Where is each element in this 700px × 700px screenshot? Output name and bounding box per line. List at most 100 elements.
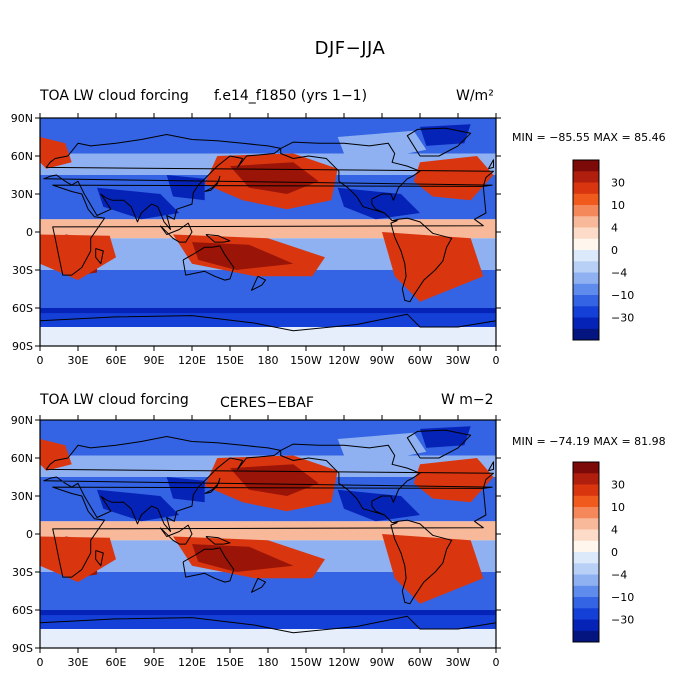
colorbar-label: 10 — [611, 501, 625, 514]
panel2-max-value: 81.98 — [634, 435, 666, 448]
colorbar-label: −4 — [611, 569, 627, 582]
lon-tick-label: 120W — [328, 354, 360, 367]
coastline — [43, 436, 494, 532]
lat-tick-label: 0 — [26, 528, 33, 541]
coastline — [159, 222, 193, 243]
colorbar-box — [573, 473, 599, 485]
field-patch — [420, 426, 471, 448]
panel1-map — [39, 118, 497, 346]
field-patch — [40, 439, 72, 471]
panel2-min-label: MIN = — [512, 435, 546, 448]
field-patch — [337, 187, 420, 220]
lon-tick-label: 60W — [408, 354, 433, 367]
panel1-units: W/m² — [456, 88, 494, 104]
coastline — [251, 577, 266, 593]
panel2-min-max: MIN = −74.19 MAX = 81.98 — [512, 435, 666, 448]
lat-tick-label: 90S — [12, 340, 33, 353]
lon-tick-label: 90W — [370, 656, 395, 669]
lon-tick-label: 150W — [290, 656, 322, 669]
colorbar-label: 30 — [611, 479, 625, 492]
coastline — [205, 234, 231, 243]
field-band — [40, 629, 496, 648]
lon-tick-label: 30E — [68, 354, 89, 367]
colorbar-frame — [572, 159, 600, 341]
colorbar-label: 0 — [611, 244, 618, 257]
colorbar-box — [573, 462, 599, 474]
colorbar-box — [573, 216, 599, 228]
lon-tick-label: 180 — [258, 656, 279, 669]
coastline — [406, 429, 472, 459]
coastline — [251, 275, 266, 291]
field-band — [40, 219, 496, 239]
coastline — [487, 461, 494, 472]
field-patch — [337, 489, 420, 522]
coastline — [182, 547, 235, 583]
field-patch — [97, 489, 180, 522]
panel1-min-label: MIN = — [512, 131, 546, 144]
lat-tick-label: 90N — [11, 414, 33, 427]
colorbar-box — [573, 328, 599, 341]
lon-tick-label: 150E — [216, 656, 244, 669]
coastline — [204, 477, 221, 494]
lon-tick-label: 60E — [106, 656, 127, 669]
lat-tick-label: 90S — [12, 642, 33, 655]
coastline — [95, 248, 104, 265]
field-patch — [413, 458, 494, 503]
lon-tick-label: 90E — [144, 354, 165, 367]
figure-title: DJF−JJA — [314, 38, 386, 59]
colorbar-box — [573, 283, 599, 296]
colorbar-box — [573, 295, 599, 307]
lon-tick-label: 0 — [493, 656, 500, 669]
field-patch — [420, 124, 471, 146]
lon-tick-label: 0 — [493, 354, 500, 367]
lat-tick-label: 30N — [11, 188, 33, 201]
panel2-center-title: CERES−EBAF — [220, 395, 314, 411]
lon-tick-label: 120W — [328, 656, 360, 669]
colorbar-box — [573, 630, 599, 643]
colorbar-box — [573, 160, 599, 172]
field-patch — [413, 156, 494, 201]
panel2-units: W m−2 — [441, 392, 494, 408]
field-patch — [97, 187, 180, 220]
lat-tick-label: 60S — [12, 302, 33, 315]
panel1-min-value: −85.55 — [549, 131, 590, 144]
field-patch — [40, 308, 496, 314]
field-patch — [192, 242, 294, 270]
lon-tick-label: 30W — [446, 354, 471, 367]
field-patch — [40, 137, 72, 169]
lat-tick-label: 30N — [11, 490, 33, 503]
lon-tick-label: 90W — [370, 354, 395, 367]
lon-tick-label: 60W — [408, 656, 433, 669]
panel2-map — [39, 420, 497, 648]
colorbar-box — [573, 272, 599, 285]
colorbar-label: 0 — [611, 546, 618, 559]
colorbar-box — [573, 585, 599, 598]
colorbar-label: 10 — [611, 199, 625, 212]
field-band — [40, 521, 496, 541]
colorbar-box — [573, 205, 599, 217]
coastline — [43, 134, 494, 230]
colorbar-box — [573, 193, 599, 206]
lon-tick-label: 120E — [178, 354, 206, 367]
lon-tick-label: 60E — [106, 354, 127, 367]
colorbar-box — [573, 306, 599, 318]
colorbar-label: 30 — [611, 177, 625, 190]
field-patch — [382, 534, 484, 604]
colorbar-label: 4 — [611, 222, 618, 235]
lon-tick-label: 150E — [216, 354, 244, 367]
lon-tick-label: 0 — [37, 354, 44, 367]
lat-tick-label: 30S — [12, 264, 33, 277]
colorbar-box — [573, 540, 599, 553]
panel2-max-label: MAX = — [593, 435, 631, 448]
colorbar-label: −30 — [611, 312, 634, 325]
lon-tick-label: 120E — [178, 656, 206, 669]
lat-tick-label: 60N — [11, 452, 33, 465]
colorbar-label: −10 — [611, 289, 634, 302]
colorbar-box — [573, 261, 599, 273]
field-patch — [382, 232, 484, 302]
colorbar-box — [573, 597, 599, 609]
lat-tick-label: 60N — [11, 150, 33, 163]
coastline — [39, 615, 497, 634]
coastline — [406, 127, 472, 157]
field-patch — [192, 544, 294, 572]
